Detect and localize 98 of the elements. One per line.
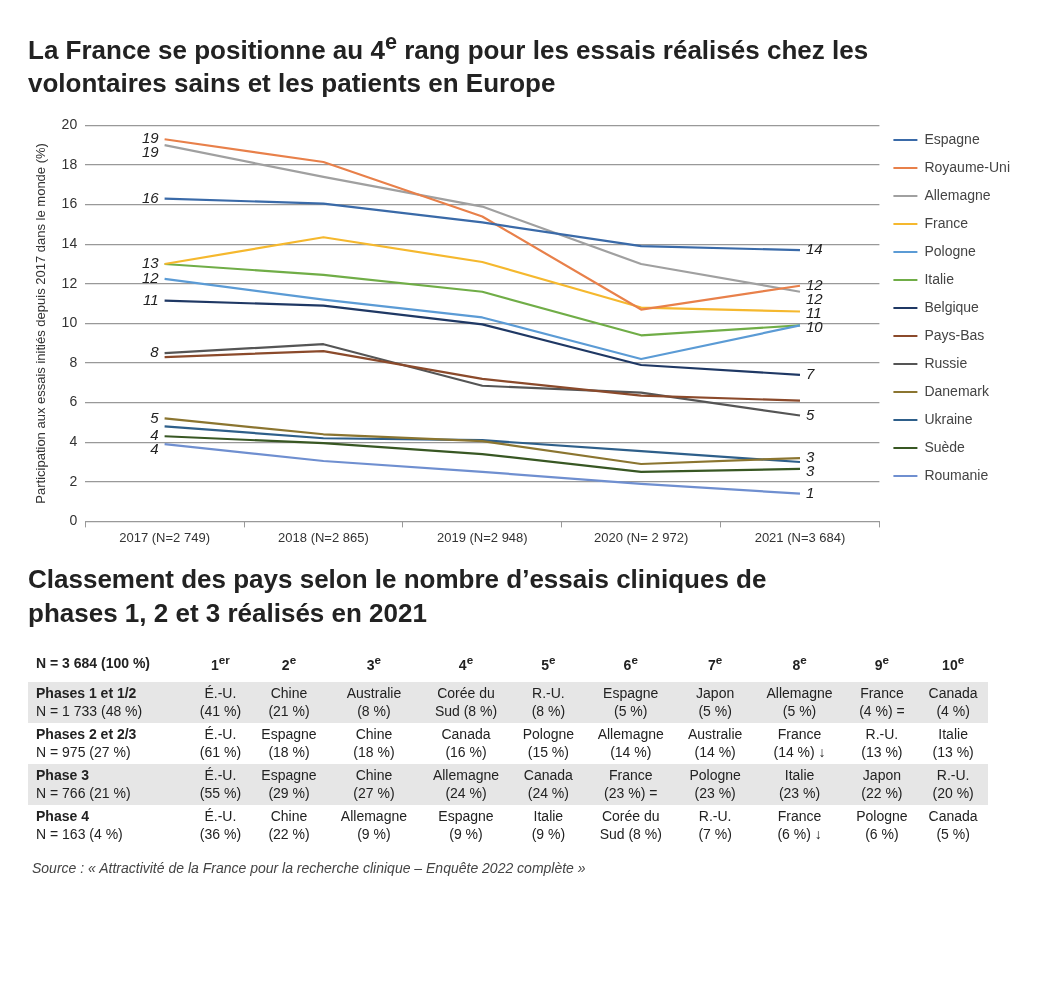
category-label: Phases 1 et 1/2 N = 1 733 (48 %) xyxy=(36,685,143,719)
category-label: 3$^{e}$ xyxy=(365,651,383,675)
text: R.-U. (8 %) xyxy=(531,685,566,719)
y-tick-label: 14 xyxy=(61,235,78,252)
text: Corée du Sud (8 %) xyxy=(599,808,662,842)
y-tick-label: 6 xyxy=(69,393,78,410)
legend-label: Italie xyxy=(924,271,955,288)
text: France (23 %) = xyxy=(604,767,658,801)
text: Japon (5 %) xyxy=(696,685,735,719)
legend-label: Belgique xyxy=(924,299,980,316)
y-axis-title: Participation aux essais initiés depuis 2017 dans le monde (%) xyxy=(33,143,49,504)
category-label: 2$^{e}$ xyxy=(280,651,298,675)
text: France (14 %) ↓ xyxy=(773,726,826,760)
legend-label: France xyxy=(924,215,969,232)
text: Chine (27 %) xyxy=(353,767,395,801)
text: Canada (16 %) xyxy=(441,726,491,760)
text: R.-U. (7 %) xyxy=(698,808,732,842)
category-label: 6$^{e}$ xyxy=(622,651,639,675)
category-label: Phase 3 N = 766 (21 %) xyxy=(36,767,131,801)
text: Allemagne (9 %) xyxy=(340,808,408,842)
text: Canada (24 %) xyxy=(523,767,573,801)
text: Italie (9 %) xyxy=(531,808,566,842)
category-label: 5$^{e}$ xyxy=(540,651,557,675)
category-label: 8$^{e}$ xyxy=(791,651,808,675)
y-tick-label: 8 xyxy=(69,354,78,371)
text: É.-U. (61 %) xyxy=(199,726,242,760)
text: Italie (13 %) xyxy=(932,726,974,760)
text: É.-U. (41 %) xyxy=(199,685,242,719)
x-tick-label: 2017 (N=2 749) xyxy=(119,530,210,546)
category-label: 9$^{e}$ xyxy=(873,651,891,675)
category-label: 1$^{er}$ xyxy=(210,651,231,675)
x-tick-label: 2021 (N=3 684) xyxy=(754,530,846,546)
category-label: Phase 4 N = 163 (4 %) xyxy=(36,808,123,842)
category-label: Phases 2 et 2/3 N = 975 (27 %) xyxy=(36,726,137,760)
text: R.-U. (13 %) xyxy=(861,726,903,760)
annotation: 14 xyxy=(805,240,823,258)
legend-label: Allemagne xyxy=(924,187,991,204)
text: Australie (14 %) xyxy=(687,726,743,760)
annotation: 13 xyxy=(141,254,160,272)
text: É.-U. (36 %) xyxy=(199,808,242,842)
text: France (4 %) = xyxy=(859,685,905,719)
legend-label: Suède xyxy=(924,439,966,456)
y-tick-label: 18 xyxy=(61,156,78,173)
y-tick-label: 0 xyxy=(69,512,78,529)
text: Japon (22 %) xyxy=(861,767,903,801)
legend-label: Espagne xyxy=(924,131,980,148)
y-tick-label: 16 xyxy=(61,195,78,212)
text: Allemagne (14 %) xyxy=(597,726,664,760)
text: Pologne (6 %) xyxy=(856,808,908,842)
category-label: 4$^{e}$ xyxy=(457,651,475,675)
legend-label: Ukraine xyxy=(924,411,973,428)
text: France (6 %) ↓ xyxy=(777,808,822,842)
annotation: 5 xyxy=(805,405,815,423)
text: Espagne (5 %) xyxy=(603,685,659,719)
legend-label: Pologne xyxy=(924,243,977,260)
text: Espagne (29 %) xyxy=(261,767,317,801)
text: Canada (4 %) xyxy=(928,685,978,719)
text: R.-U. (20 %) xyxy=(932,767,974,801)
text: Chine (21 %) xyxy=(268,685,310,719)
text: Chine (22 %) xyxy=(268,808,310,842)
text: Classement des pays selon le nombre d’essais cliniques de phases 1, 2 et 3 réalisés en 2021 xyxy=(27,563,768,631)
text: Allemagne (5 %) xyxy=(766,685,833,719)
annotation: 12 xyxy=(141,269,160,287)
category-label: 7$^{e}$ xyxy=(707,651,724,675)
annotation: 5 xyxy=(150,408,160,426)
annotation: 11 xyxy=(143,291,159,309)
text: Australie (8 %) xyxy=(346,685,402,719)
legend-label: Russie xyxy=(924,355,968,372)
text: Chine (18 %) xyxy=(353,726,395,760)
x-tick-label: 2019 (N=2 948) xyxy=(436,530,528,546)
text: Pologne (23 %) xyxy=(689,767,741,801)
annotation: 1 xyxy=(805,484,815,502)
legend-label: Pays-Bas xyxy=(924,327,985,344)
y-tick-label: 2 xyxy=(69,472,78,489)
text: Allemagne (24 %) xyxy=(432,767,500,801)
text: Italie (23 %) xyxy=(778,767,821,801)
category-label: N = 3 684 (100 %) xyxy=(35,653,151,673)
y-tick-label: 12 xyxy=(61,274,78,291)
text: É.-U. (55 %) xyxy=(199,767,242,801)
text: Corée du Sud (8 %) xyxy=(434,685,498,719)
annotation: 7 xyxy=(805,365,815,383)
annotation: 8 xyxy=(150,343,160,361)
legend-label: Royaume-Uni xyxy=(924,159,1011,176)
legend-label: Danemark xyxy=(924,383,990,400)
y-tick-label: 4 xyxy=(69,433,78,450)
text: Pologne (15 %) xyxy=(522,726,575,760)
category-label: 10$^{e}$ xyxy=(941,651,966,675)
text: Canada (5 %) xyxy=(928,808,978,842)
y-tick-label: 20 xyxy=(61,116,78,133)
chart-title: La France se positionne au 4$^{e}$ rang pour les essais réalisés chez les volontaires sains et les patients en Europe xyxy=(27,28,870,101)
annotation: 16 xyxy=(141,189,160,207)
x-tick-label: 2018 (N=2 865) xyxy=(278,530,369,546)
text: Espagne (9 %) xyxy=(438,808,494,842)
legend-label: Roumanie xyxy=(924,467,989,484)
source-note: Source : « Attractivité de la France pour la recherche clinique – Enquête 2022 complète » xyxy=(32,860,587,876)
x-tick-label: 2020 (N= 2 972) xyxy=(593,530,689,546)
text: Espagne (18 %) xyxy=(261,726,317,760)
y-tick-label: 10 xyxy=(61,314,78,331)
